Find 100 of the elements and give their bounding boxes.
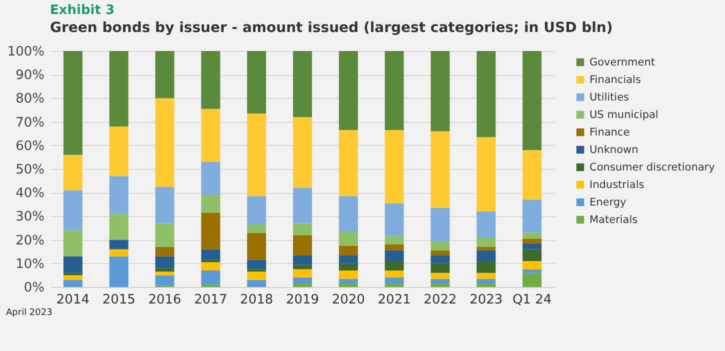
- bar: [338, 278, 358, 284]
- chart-title: Exhibit 3: [50, 3, 115, 18]
- bar: [247, 272, 266, 280]
- bar: [201, 262, 220, 270]
- bar: [293, 278, 312, 284]
- legend-label: Industrials: [590, 178, 644, 191]
- bar: [338, 270, 358, 279]
- x-tick-label: 2023: [470, 292, 503, 308]
- x-tick-label: 2020: [332, 292, 365, 308]
- bar: [384, 278, 404, 284]
- bar: [476, 261, 496, 273]
- bar: [430, 278, 450, 284]
- y-tick-label: 50%: [16, 162, 44, 178]
- bar: [293, 223, 312, 236]
- bar: [338, 283, 358, 287]
- bar: [201, 212, 220, 250]
- bar: [522, 238, 542, 244]
- x-tick-label: 2016: [148, 292, 182, 308]
- bar: [201, 51, 220, 109]
- legend-label: Utilities: [590, 91, 630, 104]
- bar: [155, 275, 174, 286]
- bar: [201, 162, 220, 195]
- bar: [293, 51, 312, 118]
- bar: [155, 186, 174, 224]
- bar: [247, 114, 266, 196]
- bar: [109, 126, 128, 176]
- bar: [247, 260, 266, 270]
- legend-label: Energy: [590, 196, 626, 208]
- bar: [384, 283, 404, 287]
- x-tick-label: 2021: [378, 292, 411, 308]
- bar: [201, 194, 220, 213]
- bar: [293, 255, 312, 265]
- bar: [476, 272, 496, 279]
- bar: [476, 250, 496, 262]
- bar: [247, 224, 266, 233]
- bar: [522, 272, 542, 287]
- bar: [476, 211, 496, 238]
- bar: [155, 268, 174, 272]
- bar: [109, 256, 128, 287]
- bar: [63, 190, 82, 230]
- x-tick-label: Q1 24: [512, 292, 552, 308]
- bar: [384, 51, 404, 130]
- bar: [430, 208, 450, 241]
- bar: [338, 246, 358, 256]
- y-tick-label: 20%: [16, 233, 44, 248]
- bar: [109, 176, 128, 214]
- legend-label: Unknown: [590, 144, 638, 156]
- bar: [63, 51, 82, 155]
- bar: [522, 51, 542, 150]
- bar: [63, 256, 82, 273]
- bar: [522, 243, 542, 250]
- x-tick-label: 2018: [240, 292, 274, 308]
- bar: [247, 196, 266, 224]
- bar: [155, 256, 174, 268]
- bar: [63, 280, 82, 287]
- bar: [338, 263, 358, 270]
- y-tick-label: 100%: [7, 44, 44, 60]
- bar: [522, 249, 542, 262]
- y-tick-label: 90%: [16, 68, 44, 84]
- legend-label: Financials: [590, 74, 641, 86]
- y-tick-label: 10%: [16, 256, 44, 272]
- bar: [293, 269, 312, 278]
- y-tick-label: 30%: [16, 210, 44, 225]
- bar: [293, 283, 312, 287]
- bar: [476, 237, 496, 247]
- bar: [522, 261, 542, 270]
- y-tick-label: 40%: [16, 186, 44, 202]
- x-tick-label: 2017: [194, 292, 228, 308]
- bar: [430, 263, 450, 273]
- bar: [384, 261, 404, 270]
- x-tick-label: 2015: [102, 292, 136, 308]
- bar: [109, 51, 128, 127]
- y-tick-label: 70%: [16, 115, 44, 130]
- bar: [384, 236, 404, 245]
- bar: [109, 240, 128, 250]
- bar: [430, 283, 450, 287]
- bar: [430, 51, 450, 132]
- bar: [430, 272, 450, 279]
- bar: [338, 255, 358, 264]
- bar: [338, 130, 358, 196]
- bar: [293, 117, 312, 188]
- text: April 2023: [5, 308, 54, 318]
- bar: [247, 232, 266, 260]
- bar: [430, 240, 450, 250]
- legend-label: US municipal: [590, 108, 658, 121]
- bar: [155, 98, 174, 187]
- bar: [247, 51, 266, 114]
- bar: [384, 130, 404, 204]
- bar: [384, 244, 404, 250]
- bar: [155, 272, 174, 276]
- legend-label: Consumer discretionary: [590, 161, 715, 174]
- bar: [63, 154, 82, 190]
- bar: [476, 51, 496, 138]
- bar: [430, 250, 450, 256]
- bar: [476, 278, 496, 284]
- chart-subtitle: Green bonds by issuer - amount issued (largest categories; in USD bln): [50, 20, 613, 36]
- bar: [384, 270, 404, 278]
- legend-label: Finance: [590, 126, 630, 138]
- bar: [155, 223, 174, 247]
- legend-label: Materials: [590, 214, 638, 226]
